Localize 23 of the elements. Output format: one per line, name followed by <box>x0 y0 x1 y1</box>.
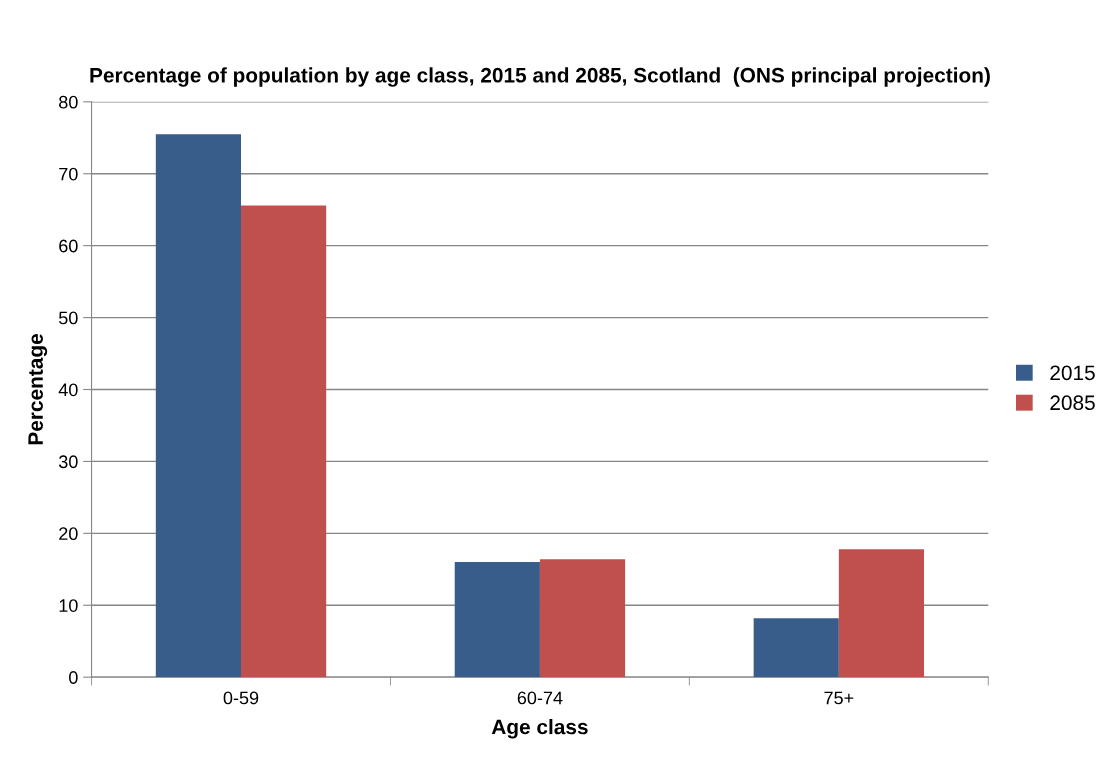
y-tick-label: 10 <box>59 599 78 612</box>
y-tick-label: 50 <box>59 311 78 325</box>
y-tick-label: 70 <box>59 167 78 181</box>
bar <box>454 562 540 678</box>
bar <box>241 205 327 678</box>
y-tick-label: 80 <box>59 95 78 109</box>
y-tick-label: 30 <box>58 455 78 469</box>
chart-title: Percentage of population by age class, 2015 and 2085, Scotland (ONS principal projection) <box>90 67 990 87</box>
y-tick-label: 60 <box>59 239 78 253</box>
y-axis-title: Percentage <box>28 334 48 445</box>
y-tick-label: 0 <box>69 671 78 684</box>
x-tick-label: 0-59 <box>223 691 259 705</box>
legend-label: 2085 <box>1050 395 1095 411</box>
y-tick-label: 20 <box>59 527 78 541</box>
bar <box>753 618 839 678</box>
legend-label: 2015 <box>1050 365 1095 381</box>
x-tick-label: 75+ <box>824 691 854 705</box>
bar <box>539 559 626 678</box>
bar <box>838 549 925 678</box>
bar <box>155 134 242 678</box>
x-tick-label: 60-74 <box>517 691 563 705</box>
y-tick-label: 40 <box>58 383 78 397</box>
x-axis-title: Age class <box>491 718 588 739</box>
